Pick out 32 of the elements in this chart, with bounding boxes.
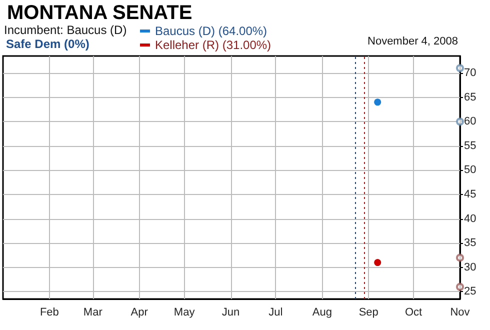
x-tick-label: Mar (83, 306, 103, 318)
y-tick-label: 25 (464, 286, 476, 298)
chart-subtitle: Incumbent: Baucus (D) (4, 23, 127, 37)
y-tick-label: 35 (464, 237, 476, 250)
y-tick-label: 40 (464, 212, 476, 225)
y-tick-label: 45 (464, 188, 476, 201)
x-tick-label: May (174, 306, 196, 318)
x-tick-label: Jul (268, 306, 283, 318)
x-tick-label: Sep (358, 306, 378, 318)
y-tick-label: 70 (464, 67, 476, 80)
text: November 4, 2008 (368, 36, 458, 48)
x-tick-label: Apr (130, 306, 148, 318)
x-tick-label: Oct (404, 306, 422, 318)
y-tick-label: 50 (464, 164, 476, 176)
x-tick-label: Nov (450, 306, 470, 318)
x-tick-label: Feb (40, 306, 59, 318)
point (456, 254, 464, 262)
point (456, 64, 464, 72)
point (456, 118, 464, 126)
y-tick-label: 55 (464, 140, 476, 152)
legend-label: Kelleher (R) (31.00%) (155, 38, 272, 52)
y-tick-label: 65 (464, 91, 476, 104)
x-tick-label: Aug (312, 306, 332, 318)
point (374, 98, 382, 106)
text: Safe Dem (0%) (6, 37, 90, 51)
chart-title: MONTANA SENATE (7, 2, 192, 24)
y-tick-label: 60 (464, 116, 476, 128)
y-tick-label: 30 (464, 261, 476, 274)
point (374, 259, 382, 266)
legend-label: Baucus (D) (64.00%) (155, 24, 268, 38)
x-tick-label: Jun (222, 306, 240, 318)
point (456, 282, 464, 291)
